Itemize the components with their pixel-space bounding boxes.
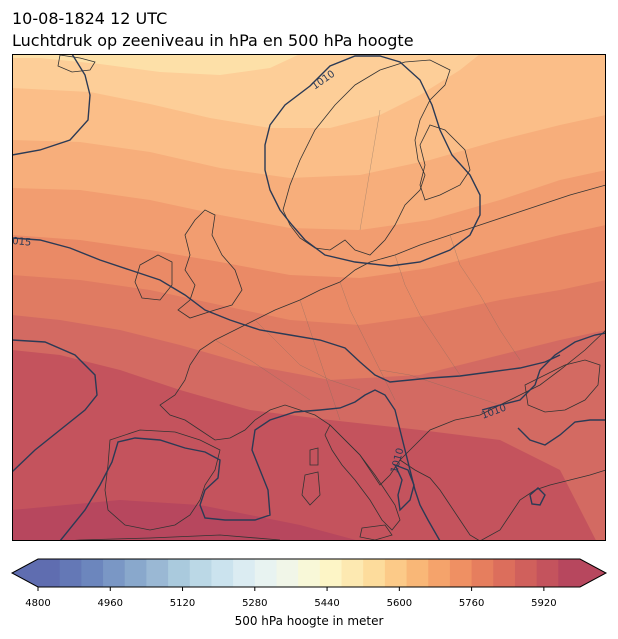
- colorbar-swatch: [493, 559, 516, 587]
- colorbar-swatch: [103, 559, 126, 587]
- isobar-1015: [12, 237, 561, 383]
- isobar-east-south: [517, 419, 606, 446]
- colorbar-tick-label: 5600: [386, 598, 413, 609]
- isobar-1010-east: [481, 332, 606, 411]
- colorbar-swatch: [276, 559, 299, 587]
- colorbar-swatch: [536, 559, 559, 587]
- colorbar-swatch: [558, 559, 581, 587]
- colorbar-swatch: [81, 559, 104, 587]
- colorbar-swatch: [428, 559, 451, 587]
- colorbar-swatch: [319, 559, 343, 587]
- colorbar-title: 500 hPa hoogte in meter: [234, 614, 384, 628]
- isobar-south-italy: [393, 463, 415, 512]
- colorbar-tick-label: 5280: [242, 598, 268, 609]
- map-title-time: 10-08-1824 12 UTC: [12, 9, 168, 28]
- colorbar-swatch: [514, 559, 538, 587]
- isobar-1010-south: [59, 389, 441, 541]
- colorbar-swatch: [341, 559, 364, 587]
- colorbar-swatch: [233, 559, 256, 587]
- colorbar-swatch: [211, 559, 234, 587]
- colorbar-swatch: [298, 559, 321, 587]
- isobar-1020-west: [12, 339, 98, 473]
- colorbar-swatch: [449, 559, 473, 587]
- colorbar-swatch: [363, 559, 386, 587]
- isobar-label-west: 015: [12, 236, 32, 249]
- colorbar-swatch: [124, 559, 147, 587]
- colorbar-extend-low: [12, 559, 38, 587]
- colorbar-swatch: [146, 559, 169, 587]
- colorbar-swatch: [406, 559, 429, 587]
- colorbar-tick-label: 4800: [25, 598, 51, 609]
- height-band-5600: [12, 54, 480, 128]
- isobar-1010-north: [264, 55, 481, 267]
- colorbar-outline: [10, 558, 608, 588]
- colorbar-swatch: [38, 559, 61, 587]
- colorbar-swatch: [254, 559, 277, 587]
- colorbar-tick-label: 5760: [458, 598, 485, 609]
- colorbar-swatch: [471, 559, 494, 587]
- colorbar-extend-high: [580, 559, 606, 587]
- colorbar: [10, 558, 608, 591]
- colorbar-tick-label: 5120: [169, 598, 196, 609]
- colorbar-tick-label: 4960: [97, 598, 123, 609]
- colorbar-swatch: [189, 559, 212, 587]
- isobars: [12, 54, 606, 541]
- map-frame: [12, 54, 606, 541]
- map-panel: 1010 015 1010 1010: [12, 54, 606, 541]
- isobar-north-west: [12, 54, 91, 156]
- map-title-description: Luchtdruk op zeeniveau in hPa en 500 hPa…: [12, 31, 414, 50]
- isobar-small-loop: [529, 487, 546, 506]
- colorbar-swatch: [168, 559, 191, 587]
- colorbar-tick-label: 5440: [314, 598, 340, 609]
- colorbar-swatch: [59, 559, 82, 587]
- country-borders: [214, 109, 521, 421]
- colorbar-swatch: [384, 559, 408, 587]
- colorbar-tick-label: 5920: [531, 598, 557, 609]
